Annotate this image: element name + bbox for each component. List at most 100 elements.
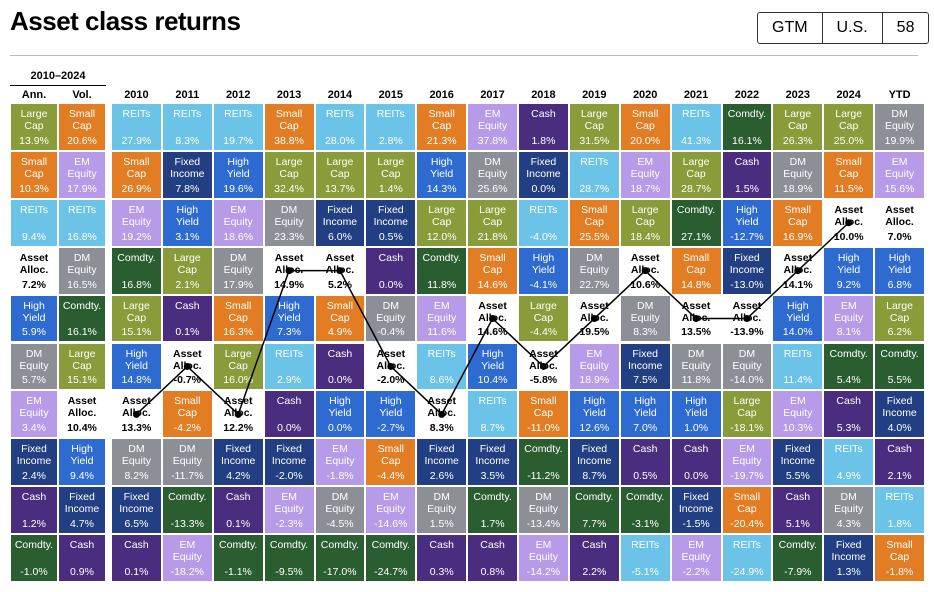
cell-value: 19.7%: [223, 134, 254, 147]
cell: Small Cap -4.2%: [162, 391, 212, 438]
cell-value: 0.8%: [480, 565, 505, 578]
cell-value: 4.7%: [70, 518, 94, 531]
cell-value: -2.3%: [275, 518, 303, 531]
cell-value: 2.1%: [175, 278, 200, 291]
cell: Fixed Income 7.8%: [162, 151, 212, 198]
cell: Cash 0.0%: [366, 247, 416, 294]
cell-value: 18.7%: [630, 182, 661, 195]
cell-label: Large Cap: [631, 203, 659, 228]
cell-label: Large Cap: [275, 155, 303, 180]
cell-value: 13.9%: [19, 134, 49, 147]
cell-label: Small Cap: [530, 395, 557, 420]
cell-label: DM Equity: [884, 108, 915, 132]
cell-value: 28.7%: [579, 182, 610, 195]
cell-value: 41.3%: [681, 134, 711, 147]
cell: Fixed Income 0.0%: [519, 151, 568, 198]
cell-label: EM Equity: [630, 155, 660, 180]
cell: Small Cap 16.9%: [773, 199, 823, 246]
cell-label: Asset Alloc.: [885, 203, 914, 228]
cell: EM Equity 17.9%: [59, 151, 105, 198]
cell-value: 12.6%: [579, 422, 610, 435]
cell-value: 7.2%: [22, 278, 46, 291]
cell-value: 10.4%: [477, 374, 508, 387]
cell-value: 2.9%: [277, 374, 302, 387]
cell-value: -14.6%: [374, 518, 408, 531]
cell: Small Cap -1.8%: [875, 535, 924, 581]
cell: DM Equity 5.7%: [11, 343, 57, 390]
cell-label: Cash: [225, 491, 251, 504]
cell: Cash 0.1%: [112, 535, 161, 581]
cell-label: Small Cap: [326, 299, 354, 324]
cell: Cash 0.8%: [468, 535, 517, 581]
cell-value: -14.0%: [730, 374, 764, 387]
cell: Comdty. 11.8%: [417, 247, 467, 294]
cell: Small Cap 38.8%: [264, 104, 314, 150]
cell-value: -1.8%: [885, 565, 914, 578]
cell-value: 0.0%: [327, 374, 352, 387]
cell-label: EM Equity: [732, 443, 762, 468]
cell-value: 14.8%: [121, 374, 152, 387]
cell: Comdty. -3.1%: [620, 487, 670, 534]
cell-label: Large Cap: [733, 395, 761, 420]
cell-label: Small Cap: [886, 539, 913, 564]
cell: High Yield -12.7%: [722, 199, 772, 246]
cell-value: 14.6%: [477, 326, 508, 339]
cell-value: 12.0%: [426, 230, 457, 243]
cell-value: 2.8%: [378, 134, 403, 147]
cell-label: Comdty.: [422, 251, 461, 264]
cell-label: REITs: [580, 155, 609, 168]
cell: High Yield 14.3%: [417, 151, 467, 198]
cell: High Yield 10.4%: [468, 343, 517, 390]
cell-value: 16.9%: [782, 230, 813, 243]
cell-label: Large Cap: [20, 108, 48, 132]
cell-label: Asset Alloc.: [376, 347, 406, 372]
cell: Fixed Income 2.4%: [11, 439, 57, 486]
cell-value: 22.7%: [579, 278, 610, 291]
cell-label: Comdty.: [473, 491, 512, 504]
cell: Comdty. -17.0%: [315, 535, 365, 581]
cell: Comdty. -7.9%: [773, 535, 823, 581]
cell-value: 7.3%: [277, 326, 302, 339]
cell-value: -14.2%: [526, 565, 561, 578]
cell: DM Equity 18.9%: [773, 151, 823, 198]
cell-label: Cash: [378, 251, 404, 264]
cell: High Yield 9.2%: [824, 247, 874, 294]
column-header: 2016: [429, 89, 454, 101]
cell-value: 11.8%: [681, 374, 711, 387]
cell-value: 3.1%: [175, 230, 200, 243]
cell-value: -13.4%: [526, 518, 561, 531]
cell-label: EM Equity: [681, 539, 711, 564]
cell: Comdty. 5.5%: [875, 343, 924, 390]
cell-label: Large Cap: [886, 299, 913, 324]
cell: Large Cap 25.0%: [824, 104, 874, 150]
cell: Large Cap 26.3%: [773, 104, 823, 150]
cell-label: Fixed Income: [220, 443, 256, 468]
cell-value: 8.1%: [836, 326, 861, 339]
cell: DM Equity 17.9%: [213, 247, 263, 294]
cell-value: 1.0%: [684, 422, 709, 435]
cell-value: 0.9%: [70, 565, 94, 578]
line-dot: [489, 315, 497, 323]
cell: High Yield 3.1%: [162, 199, 212, 246]
cell: Asset Alloc. 10.4%: [59, 391, 105, 438]
cell-value: 2.2%: [582, 565, 607, 578]
cell-label: High Yield: [277, 299, 301, 324]
line-dot: [845, 219, 853, 227]
cell-value: -24.9%: [730, 565, 764, 578]
cell-value: -24.7%: [374, 565, 408, 578]
cell: EM Equity -14.6%: [366, 487, 416, 534]
cell-label: Cash: [69, 539, 95, 552]
cell-label: Small Cap: [428, 108, 455, 132]
cell: DM Equity 8.2%: [112, 439, 161, 486]
cell: Fixed Income 3.5%: [468, 439, 517, 486]
cell: Small Cap 11.5%: [824, 151, 874, 198]
cell: Comdty. -1.1%: [213, 535, 263, 581]
cell-value: -1.5%: [682, 518, 710, 531]
cell-label: DM Equity: [274, 203, 304, 228]
cell: Small Cap -11.0%: [519, 391, 568, 438]
cell-label: EM Equity: [528, 539, 559, 564]
cell-value: -1.0%: [20, 565, 48, 578]
cell-label: High Yield: [633, 395, 657, 420]
cell-label: Small Cap: [682, 251, 710, 276]
